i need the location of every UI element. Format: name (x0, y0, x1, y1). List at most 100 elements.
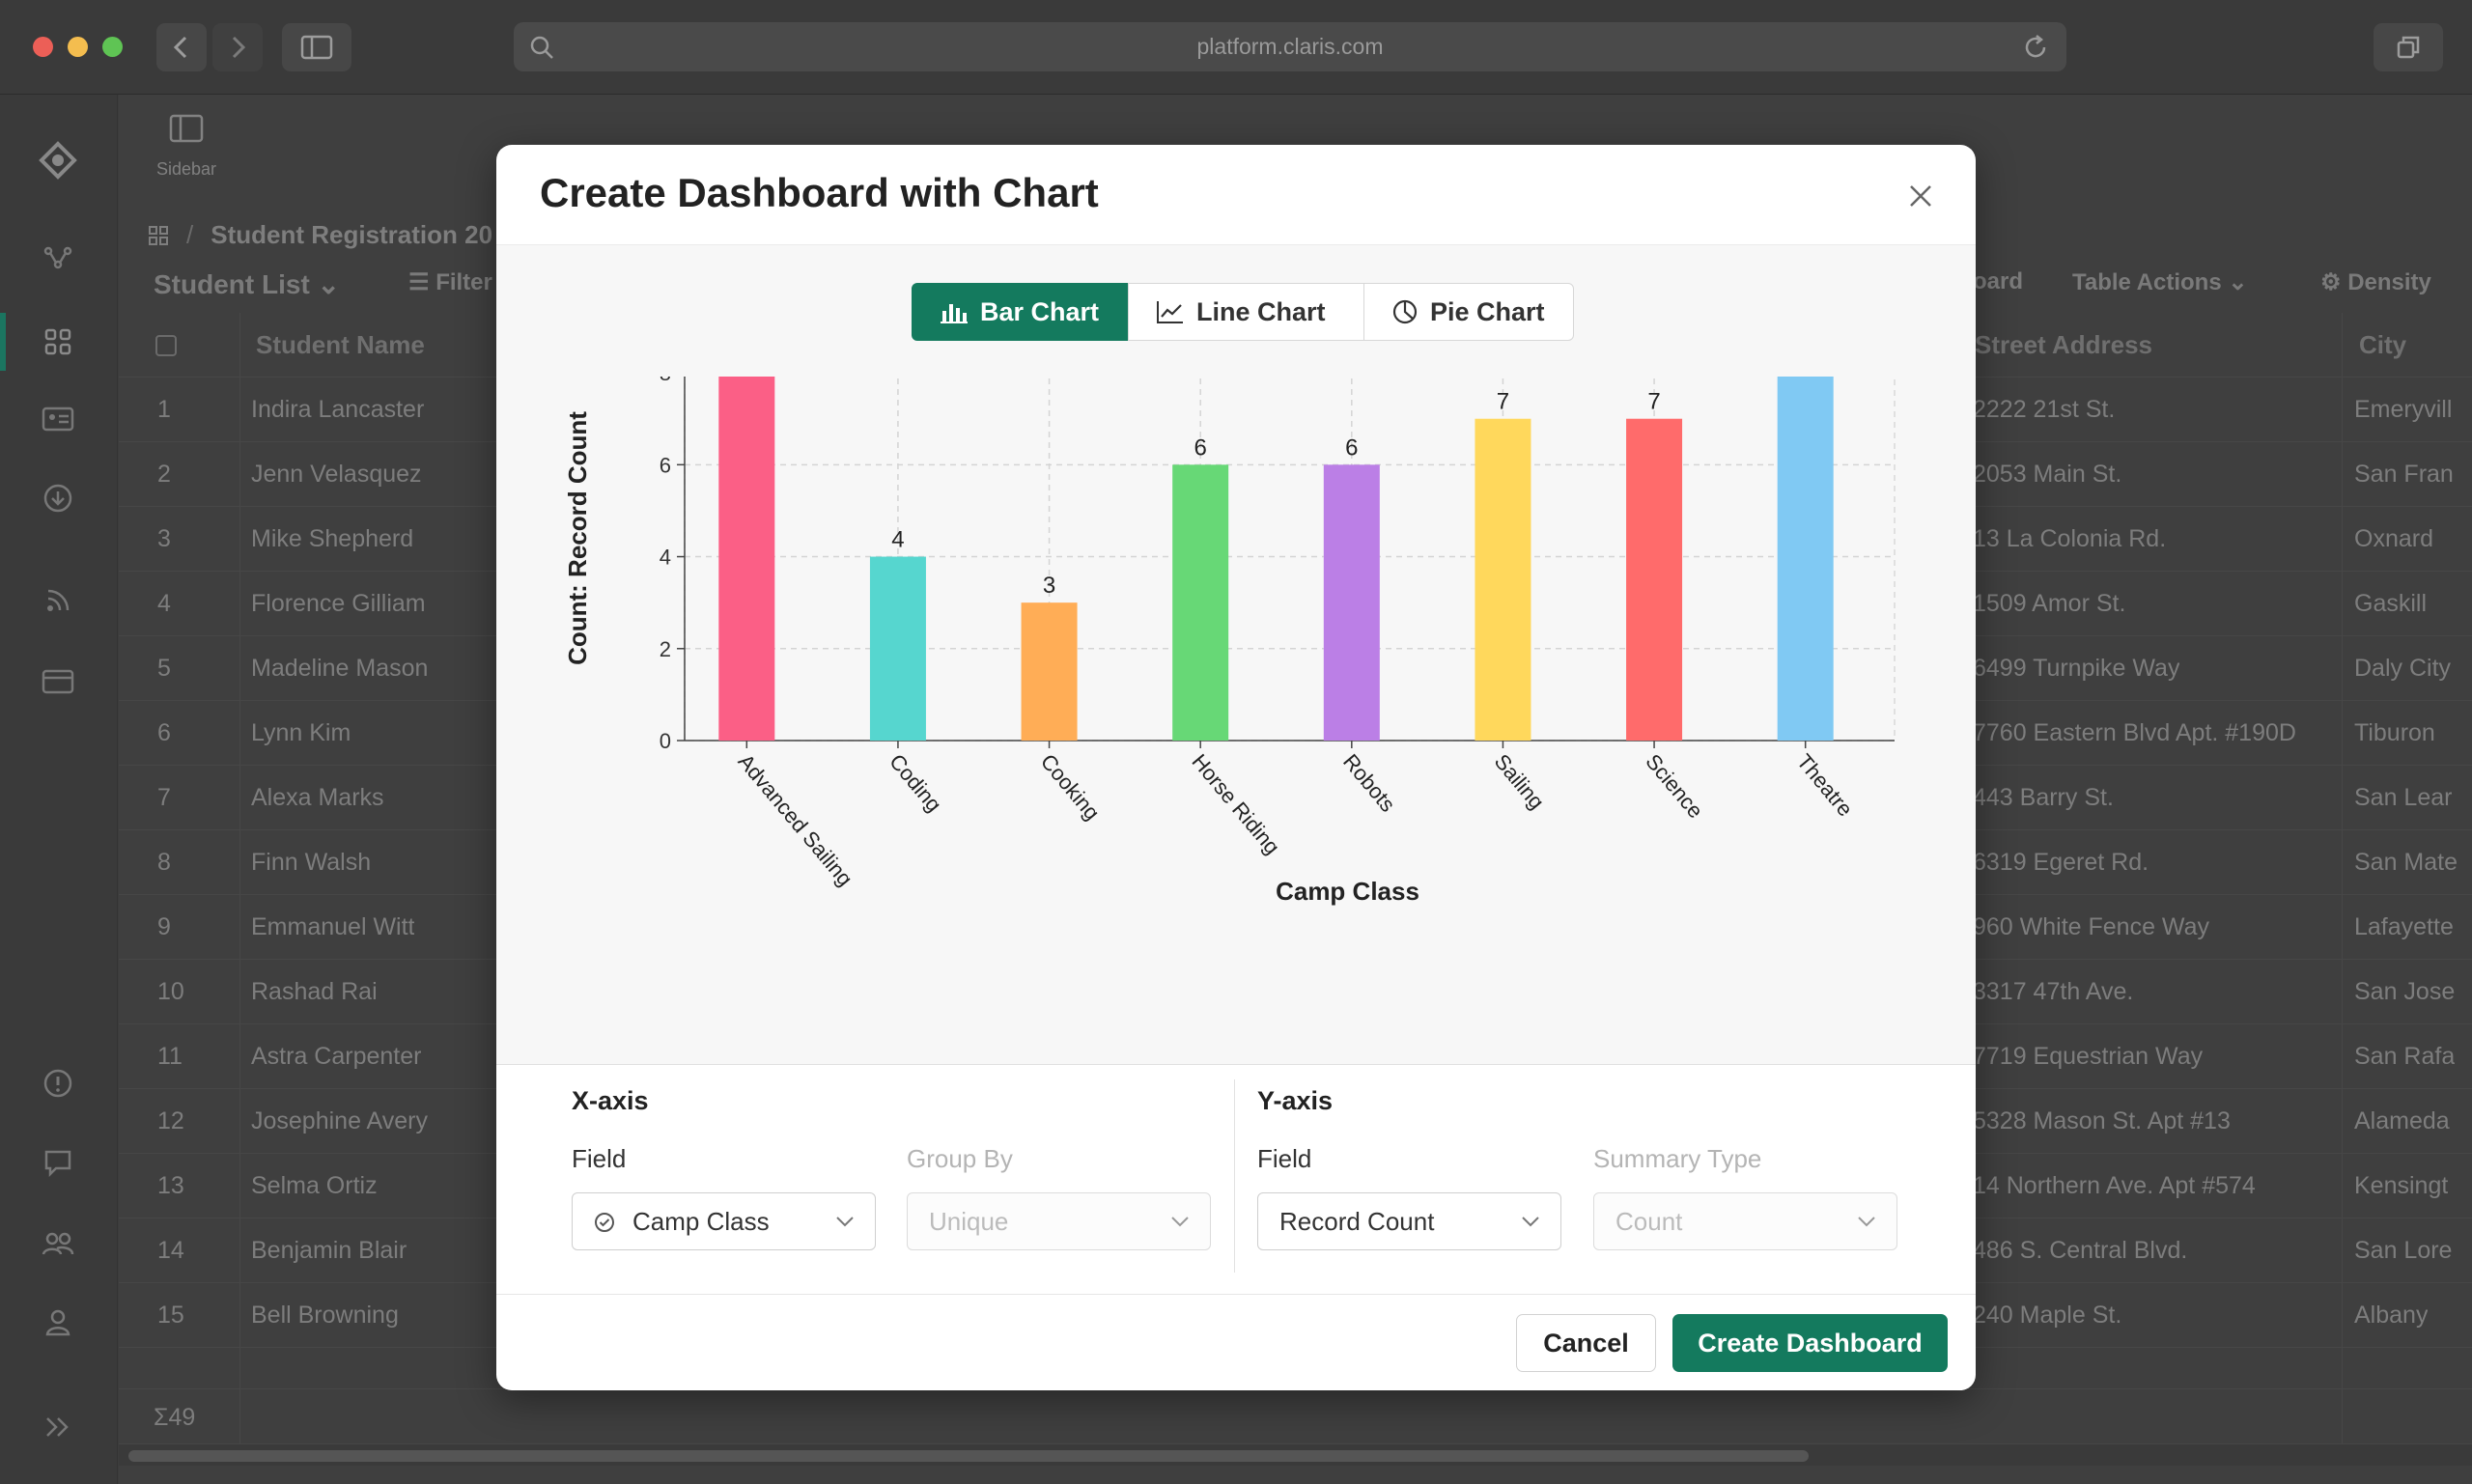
street-address-cell: 6319 Egeret Rd. (1973, 849, 2149, 876)
bar (1626, 418, 1683, 741)
maximize-window-button[interactable] (102, 37, 123, 57)
minimize-window-button[interactable] (68, 37, 88, 57)
bar-value-label: 3 (1043, 573, 1055, 599)
y-tick-label: 2 (660, 637, 671, 661)
reload-icon[interactable] (2022, 34, 2049, 61)
window-icon[interactable] (37, 660, 79, 703)
street-address-cell: 443 Barry St. (1973, 784, 2114, 811)
student-name-cell: Indira Lancaster (251, 396, 425, 423)
tab-line-chart[interactable]: Line Chart (1128, 283, 1364, 341)
bar (1323, 464, 1380, 741)
y-tick-label: 0 (660, 729, 671, 753)
row-number: 3 (157, 525, 171, 552)
city-cell: Daly City (2354, 655, 2452, 682)
download-icon[interactable] (37, 477, 79, 519)
sidebar-icon (300, 35, 333, 60)
expand-icon[interactable] (37, 1406, 79, 1448)
contact-card-icon[interactable] (37, 398, 79, 440)
row-number: 4 (157, 590, 171, 617)
x-tick-label: Science (1641, 749, 1707, 823)
student-name-cell: Selma Ortiz (251, 1172, 378, 1199)
close-window-button[interactable] (33, 37, 53, 57)
navigation-rail (0, 95, 118, 1484)
breadcrumb-current[interactable]: Student Registration 20 (211, 220, 493, 249)
street-address-cell: 5328 Mason St. Apt #13 (1973, 1107, 2231, 1134)
info-icon[interactable] (37, 1062, 79, 1105)
y-field-select[interactable]: Record Count (1257, 1192, 1561, 1250)
density-button[interactable]: ⚙ Density (2320, 269, 2431, 295)
sidebar-icon (169, 114, 204, 143)
student-name-cell: Astra Carpenter (251, 1043, 422, 1070)
sidebar-toggle[interactable]: Sidebar (148, 114, 225, 201)
address-bar[interactable]: platform.claris.com (514, 22, 2066, 71)
filter-button[interactable]: ☰ Filter (408, 269, 492, 295)
summary-type-label: Summary Type (1593, 1144, 1762, 1173)
tab-pie-chart[interactable]: Pie Chart (1363, 283, 1574, 341)
student-name-cell: Emmanuel Witt (251, 913, 415, 940)
back-button[interactable] (156, 23, 207, 71)
row-number: 8 (157, 849, 171, 876)
close-icon[interactable] (1904, 180, 1937, 212)
chevron-down-icon (1171, 1217, 1189, 1227)
row-number: 11 (157, 1043, 183, 1070)
tabs-icon (2397, 36, 2420, 59)
table-actions-button[interactable]: Table Actions ⌄ (2072, 269, 2248, 295)
chevron-down-icon (1858, 1217, 1875, 1227)
row-number: 2 (157, 461, 171, 488)
row-number: 10 (157, 978, 184, 1005)
x-tick-label: Coding (885, 749, 946, 816)
row-number: 12 (157, 1107, 184, 1134)
relationships-icon[interactable] (37, 236, 79, 278)
summary-type-select[interactable]: Count (1593, 1192, 1897, 1250)
student-name-cell: Benjamin Blair (251, 1237, 407, 1264)
column-header-name[interactable]: Student Name (256, 330, 425, 359)
group-by-select[interactable]: Unique (907, 1192, 1211, 1250)
x-tick-label: Cooking (1036, 749, 1105, 825)
x-field-label: Field (572, 1144, 627, 1173)
student-name-cell: Mike Shepherd (251, 525, 414, 552)
apps-grid-icon[interactable] (37, 321, 79, 363)
x-axis-title: X-axis (572, 1086, 649, 1115)
view-selector[interactable]: Student List ⌄ (154, 269, 341, 299)
create-dashboard-button[interactable]: Create Dashboard (1672, 1314, 1948, 1372)
horizontal-scrollbar[interactable] (119, 1444, 2472, 1466)
y-tick-label: 6 (660, 453, 671, 477)
street-address-cell: 7760 Eastern Blvd Apt. #190D (1973, 719, 2296, 746)
bar-value-label: 7 (1647, 389, 1660, 415)
select-all-checkbox[interactable] (155, 313, 177, 378)
user-icon[interactable] (37, 1302, 79, 1344)
feed-icon[interactable] (37, 579, 79, 622)
street-address-cell: 486 S. Central Blvd. (1973, 1237, 2188, 1264)
users-icon[interactable] (37, 1222, 79, 1265)
row-number: 15 (157, 1302, 184, 1329)
column-header-city[interactable]: City (2359, 330, 2407, 359)
forward-button[interactable] (212, 23, 263, 71)
line-chart-icon (1157, 301, 1183, 323)
create-dashboard-dialog: Create Dashboard with Chart Bar Chart Li… (496, 145, 1976, 1390)
breadcrumb: / Student Registration 20 (148, 220, 492, 250)
bar-chart: 024688Advanced Sailing4Coding3Cooking6Ho… (563, 377, 1896, 906)
row-number: 6 (157, 719, 171, 746)
chat-icon[interactable] (37, 1141, 79, 1184)
tabs-overview-button[interactable] (2374, 23, 2443, 71)
city-cell: Kensingt (2354, 1172, 2449, 1199)
tab-bar-chart[interactable]: Bar Chart (912, 283, 1129, 341)
city-cell: San Rafa (2354, 1043, 2456, 1070)
city-cell: San Mate (2354, 849, 2458, 876)
x-axis-title: Camp Class (1276, 877, 1419, 906)
dashboard-button[interactable]: oard (1973, 268, 2024, 294)
sidebar-toggle-button[interactable] (282, 23, 351, 71)
bar (718, 377, 775, 741)
street-address-cell: 13 La Colonia Rd. (1973, 525, 2167, 552)
bar (1777, 377, 1834, 741)
city-cell: Tiburon (2354, 719, 2435, 746)
table-row[interactable]: 4 Florence Gilliam 1509 Amor St. Gaskill (119, 572, 2472, 636)
x-field-select[interactable]: Camp Class (572, 1192, 876, 1250)
claris-logo-icon[interactable] (37, 139, 79, 182)
bar (1021, 602, 1078, 741)
column-header-street[interactable]: Street Address (1975, 330, 2152, 359)
grid-icon (149, 225, 168, 245)
group-by-label: Group By (907, 1144, 1013, 1173)
cancel-button[interactable]: Cancel (1516, 1314, 1656, 1372)
plot-border (684, 377, 1896, 742)
